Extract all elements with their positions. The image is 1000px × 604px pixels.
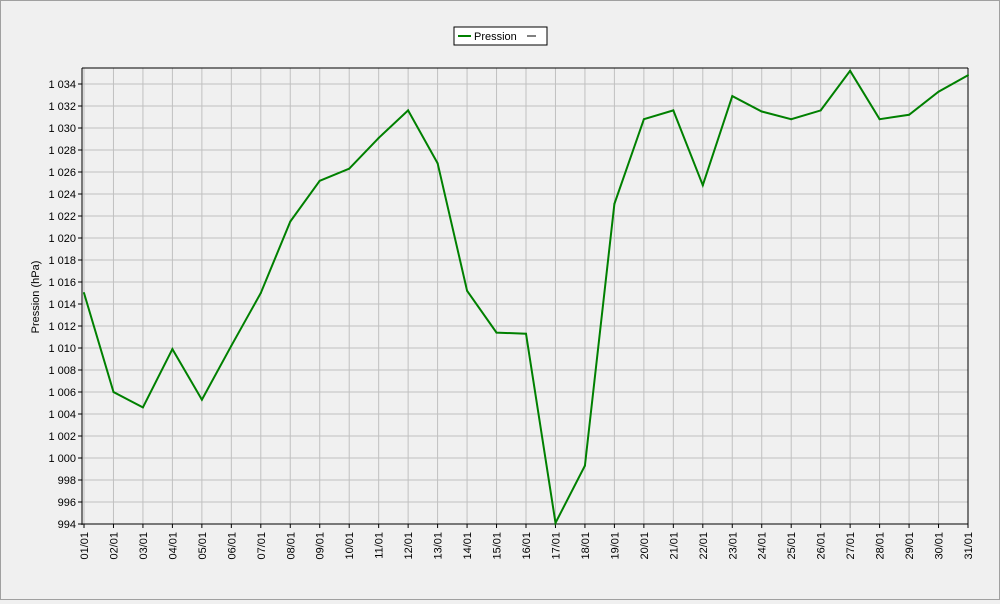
data-point — [289, 220, 292, 223]
series-layer — [83, 69, 969, 527]
data-point — [230, 344, 233, 347]
x-tick-label: 07/01 — [256, 532, 268, 560]
legend: Pression — [453, 26, 548, 46]
x-tick-label: 13/01 — [433, 532, 445, 560]
y-tick-label: 1 034 — [48, 79, 76, 91]
x-tick-label: 18/01 — [580, 532, 592, 560]
y-tick-label: 1 024 — [48, 189, 76, 201]
data-point — [642, 118, 645, 121]
data-point — [583, 464, 586, 467]
data-point — [259, 292, 262, 294]
data-point — [760, 110, 763, 113]
data-point — [436, 162, 439, 165]
data-point — [672, 109, 675, 112]
x-tick-label: 06/01 — [226, 532, 238, 560]
data-point — [377, 136, 380, 139]
data-point — [613, 202, 616, 205]
x-tick-label: 03/01 — [138, 532, 150, 560]
data-point — [819, 109, 822, 112]
data-point — [200, 398, 203, 401]
x-tick-label: 30/01 — [934, 532, 946, 560]
data-point — [466, 289, 469, 292]
x-tick-label: 17/01 — [550, 532, 562, 560]
data-point — [937, 90, 940, 93]
y-tick-label: 1 026 — [48, 167, 76, 179]
data-point — [731, 95, 734, 98]
y-tick-label: 1 002 — [48, 431, 76, 443]
data-point — [525, 332, 527, 335]
y-tick-label: 1 006 — [48, 387, 76, 399]
y-tick-label: 1 008 — [48, 365, 76, 377]
data-point — [83, 292, 85, 294]
data-point — [554, 521, 557, 524]
x-tick-label: 21/01 — [668, 532, 680, 560]
data-point — [878, 118, 881, 121]
y-axis-label: Pression (hPa) — [30, 261, 42, 334]
data-point — [967, 74, 969, 77]
x-tick-label: 29/01 — [904, 532, 916, 560]
x-tick-label: 02/01 — [108, 532, 120, 560]
x-tick-label: 28/01 — [875, 532, 887, 560]
y-tick-label: 1 022 — [48, 211, 76, 223]
y-tick-label: 1 032 — [48, 101, 76, 113]
x-tick-label: 04/01 — [167, 532, 179, 560]
x-tick-label: 16/01 — [521, 532, 533, 560]
x-tick-label: 24/01 — [757, 532, 769, 560]
y-tick-label: 1 030 — [48, 123, 76, 135]
y-tick-label: 1 020 — [48, 233, 76, 245]
x-tick-label: 14/01 — [462, 532, 474, 560]
x-tick-label: 23/01 — [727, 532, 739, 560]
x-tick-label: 11/01 — [374, 532, 386, 559]
x-tick-label: 26/01 — [816, 532, 828, 560]
y-tick-label: 994 — [58, 519, 76, 531]
y-tick-label: 1 016 — [48, 277, 76, 289]
data-point — [701, 184, 704, 187]
data-point — [790, 118, 793, 121]
y-tick-label: 1 010 — [48, 343, 76, 355]
data-point — [908, 113, 911, 116]
y-tick-labels: 994 996 998 1 000 1 002 1 004 1 006 1 008 1 010 1… — [48, 79, 82, 531]
x-tick-label: 19/01 — [609, 532, 621, 560]
data-point — [318, 179, 321, 182]
y-tick-label: 998 — [58, 475, 76, 487]
legend-label: Pression — [474, 31, 517, 43]
y-tick-label: 996 — [58, 497, 76, 509]
x-tick-label: 27/01 — [845, 532, 857, 560]
y-tick-label: 1 004 — [48, 409, 76, 421]
y-tick-label: 1 018 — [48, 255, 76, 267]
grid — [82, 68, 969, 525]
y-tick-label: 1 028 — [48, 145, 76, 157]
data-point — [141, 406, 144, 409]
x-tick-label: 20/01 — [639, 532, 651, 560]
legend-box — [453, 26, 548, 46]
x-tick-label: 08/01 — [285, 532, 297, 560]
y-tick-label: 1 012 — [48, 321, 76, 333]
x-tick-label: 05/01 — [197, 532, 209, 560]
x-tick-labels: 01/01 02/01 03/01 04/01 05/01 06/01 07/01 08/01… — [79, 524, 975, 560]
plot-area — [82, 68, 968, 524]
data-point — [407, 109, 410, 112]
data-point — [171, 348, 174, 351]
x-tick-label: 10/01 — [344, 532, 356, 560]
data-point — [495, 331, 498, 334]
x-tick-label: 25/01 — [786, 532, 798, 560]
x-tick-label: 01/01 — [79, 532, 91, 560]
y-tick-label: 1 000 — [48, 453, 76, 465]
y-tick-label: 1 014 — [48, 299, 76, 311]
x-tick-label: 22/01 — [698, 532, 710, 560]
data-point — [348, 167, 351, 170]
x-tick-label: 31/01 — [963, 532, 975, 560]
data-point — [112, 391, 115, 393]
data-point — [849, 69, 852, 72]
x-tick-label: 15/01 — [492, 532, 504, 560]
x-tick-label: 12/01 — [403, 532, 415, 560]
x-tick-label: 09/01 — [315, 532, 327, 560]
